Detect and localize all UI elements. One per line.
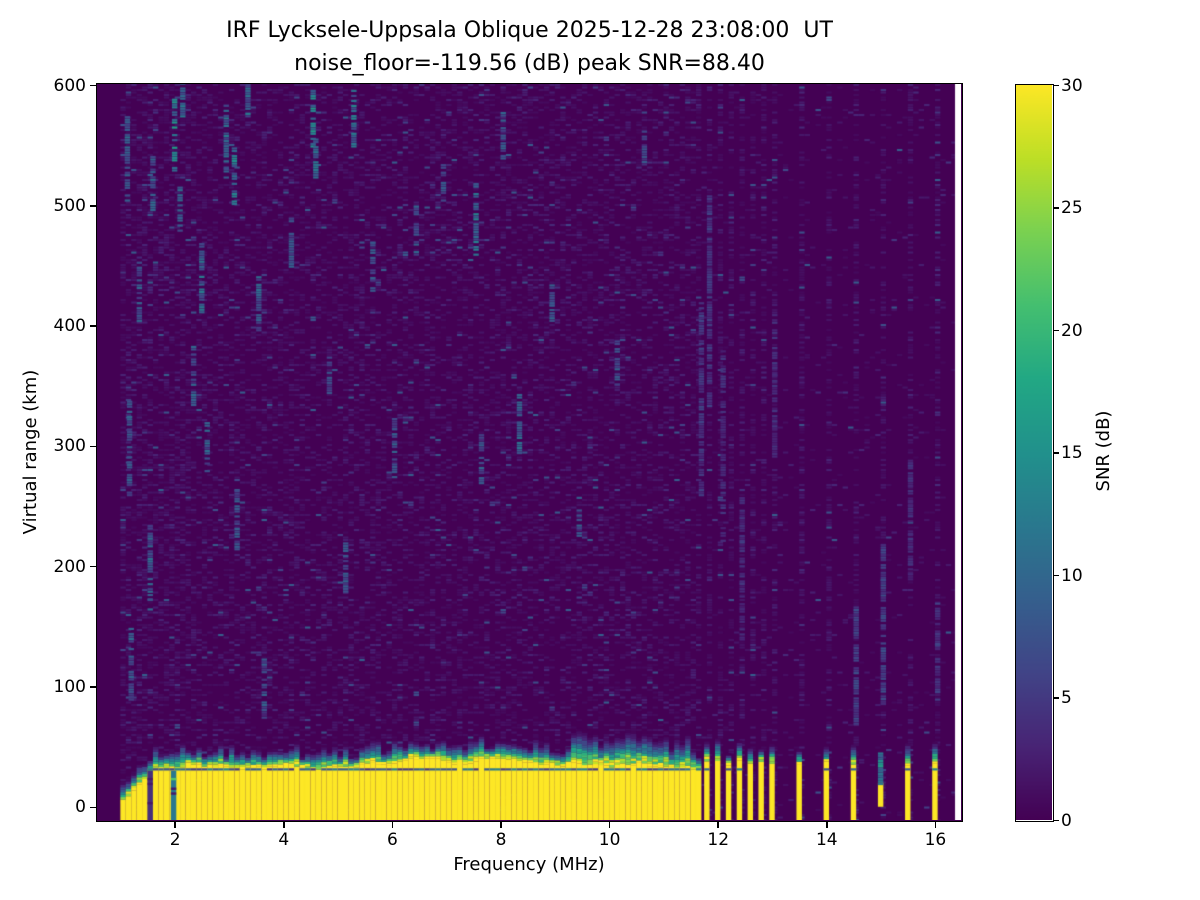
colorbar: [1015, 84, 1054, 822]
colorbar-tick-mark: [1054, 452, 1059, 454]
y-tick-label: 200: [53, 556, 86, 577]
y-tick-mark: [90, 565, 96, 568]
x-tick-label: 16: [924, 830, 947, 850]
x-tick-label: 8: [495, 830, 507, 850]
y-tick-label: 400: [53, 316, 86, 337]
y-tick-mark: [90, 686, 96, 688]
y-tick-label: 500: [53, 195, 86, 216]
y-tick-mark: [90, 205, 96, 207]
plot-title-line2: noise_floor=-119.56 (dB) peak SNR=88.40: [294, 51, 765, 76]
colorbar-tick-mark: [1054, 329, 1059, 332]
colorbar-tick-label: 25: [1061, 198, 1083, 218]
colorbar-tick-label: 15: [1061, 443, 1083, 463]
colorbar-tick-label: 0: [1061, 810, 1072, 831]
x-tick-mark: [283, 822, 285, 828]
plot-title-line1: IRF Lycksele-Uppsala Oblique 2025-12-28 …: [226, 18, 833, 43]
y-tick-label: 0: [75, 797, 86, 818]
ionogram-heatmap-canvas: [97, 84, 961, 820]
x-tick-mark: [391, 822, 394, 828]
y-tick-label: 600: [53, 75, 86, 96]
colorbar-tick-mark: [1054, 819, 1059, 822]
colorbar-tick-mark: [1054, 697, 1059, 699]
x-tick-mark: [500, 822, 502, 828]
x-tick-label: 6: [386, 830, 398, 850]
plot-area: [96, 83, 963, 822]
colorbar-tick-label: 10: [1061, 565, 1083, 586]
x-tick-mark: [717, 822, 719, 828]
x-tick-label: 12: [707, 830, 730, 850]
colorbar-tick-label: 20: [1061, 320, 1083, 341]
y-tick-mark: [90, 445, 96, 448]
x-tick-mark: [826, 822, 828, 828]
x-tick-label: 14: [815, 830, 838, 850]
y-tick-mark: [90, 84, 96, 87]
colorbar-tick-label: 30: [1061, 75, 1083, 96]
y-tick-mark: [90, 325, 96, 327]
x-tick-mark: [934, 822, 937, 828]
colorbar-tick-label: 5: [1061, 688, 1072, 708]
colorbar-tick-mark: [1054, 574, 1059, 577]
x-tick-label: 2: [169, 830, 181, 850]
colorbar-tick-mark: [1054, 84, 1059, 87]
y-tick-label: 300: [53, 436, 86, 457]
colorbar-gradient-canvas: [1016, 85, 1052, 820]
x-tick-label: 10: [598, 830, 621, 850]
y-tick-mark: [90, 806, 96, 809]
x-tick-mark: [608, 822, 611, 828]
plot-title: IRF Lycksele-Uppsala Oblique 2025-12-28 …: [96, 14, 963, 80]
x-tick-label: 4: [278, 830, 290, 850]
x-tick-mark: [174, 822, 176, 828]
x-axis-label: Frequency (MHz): [453, 854, 605, 875]
y-tick-label: 100: [53, 677, 86, 697]
colorbar-tick-mark: [1054, 207, 1059, 209]
